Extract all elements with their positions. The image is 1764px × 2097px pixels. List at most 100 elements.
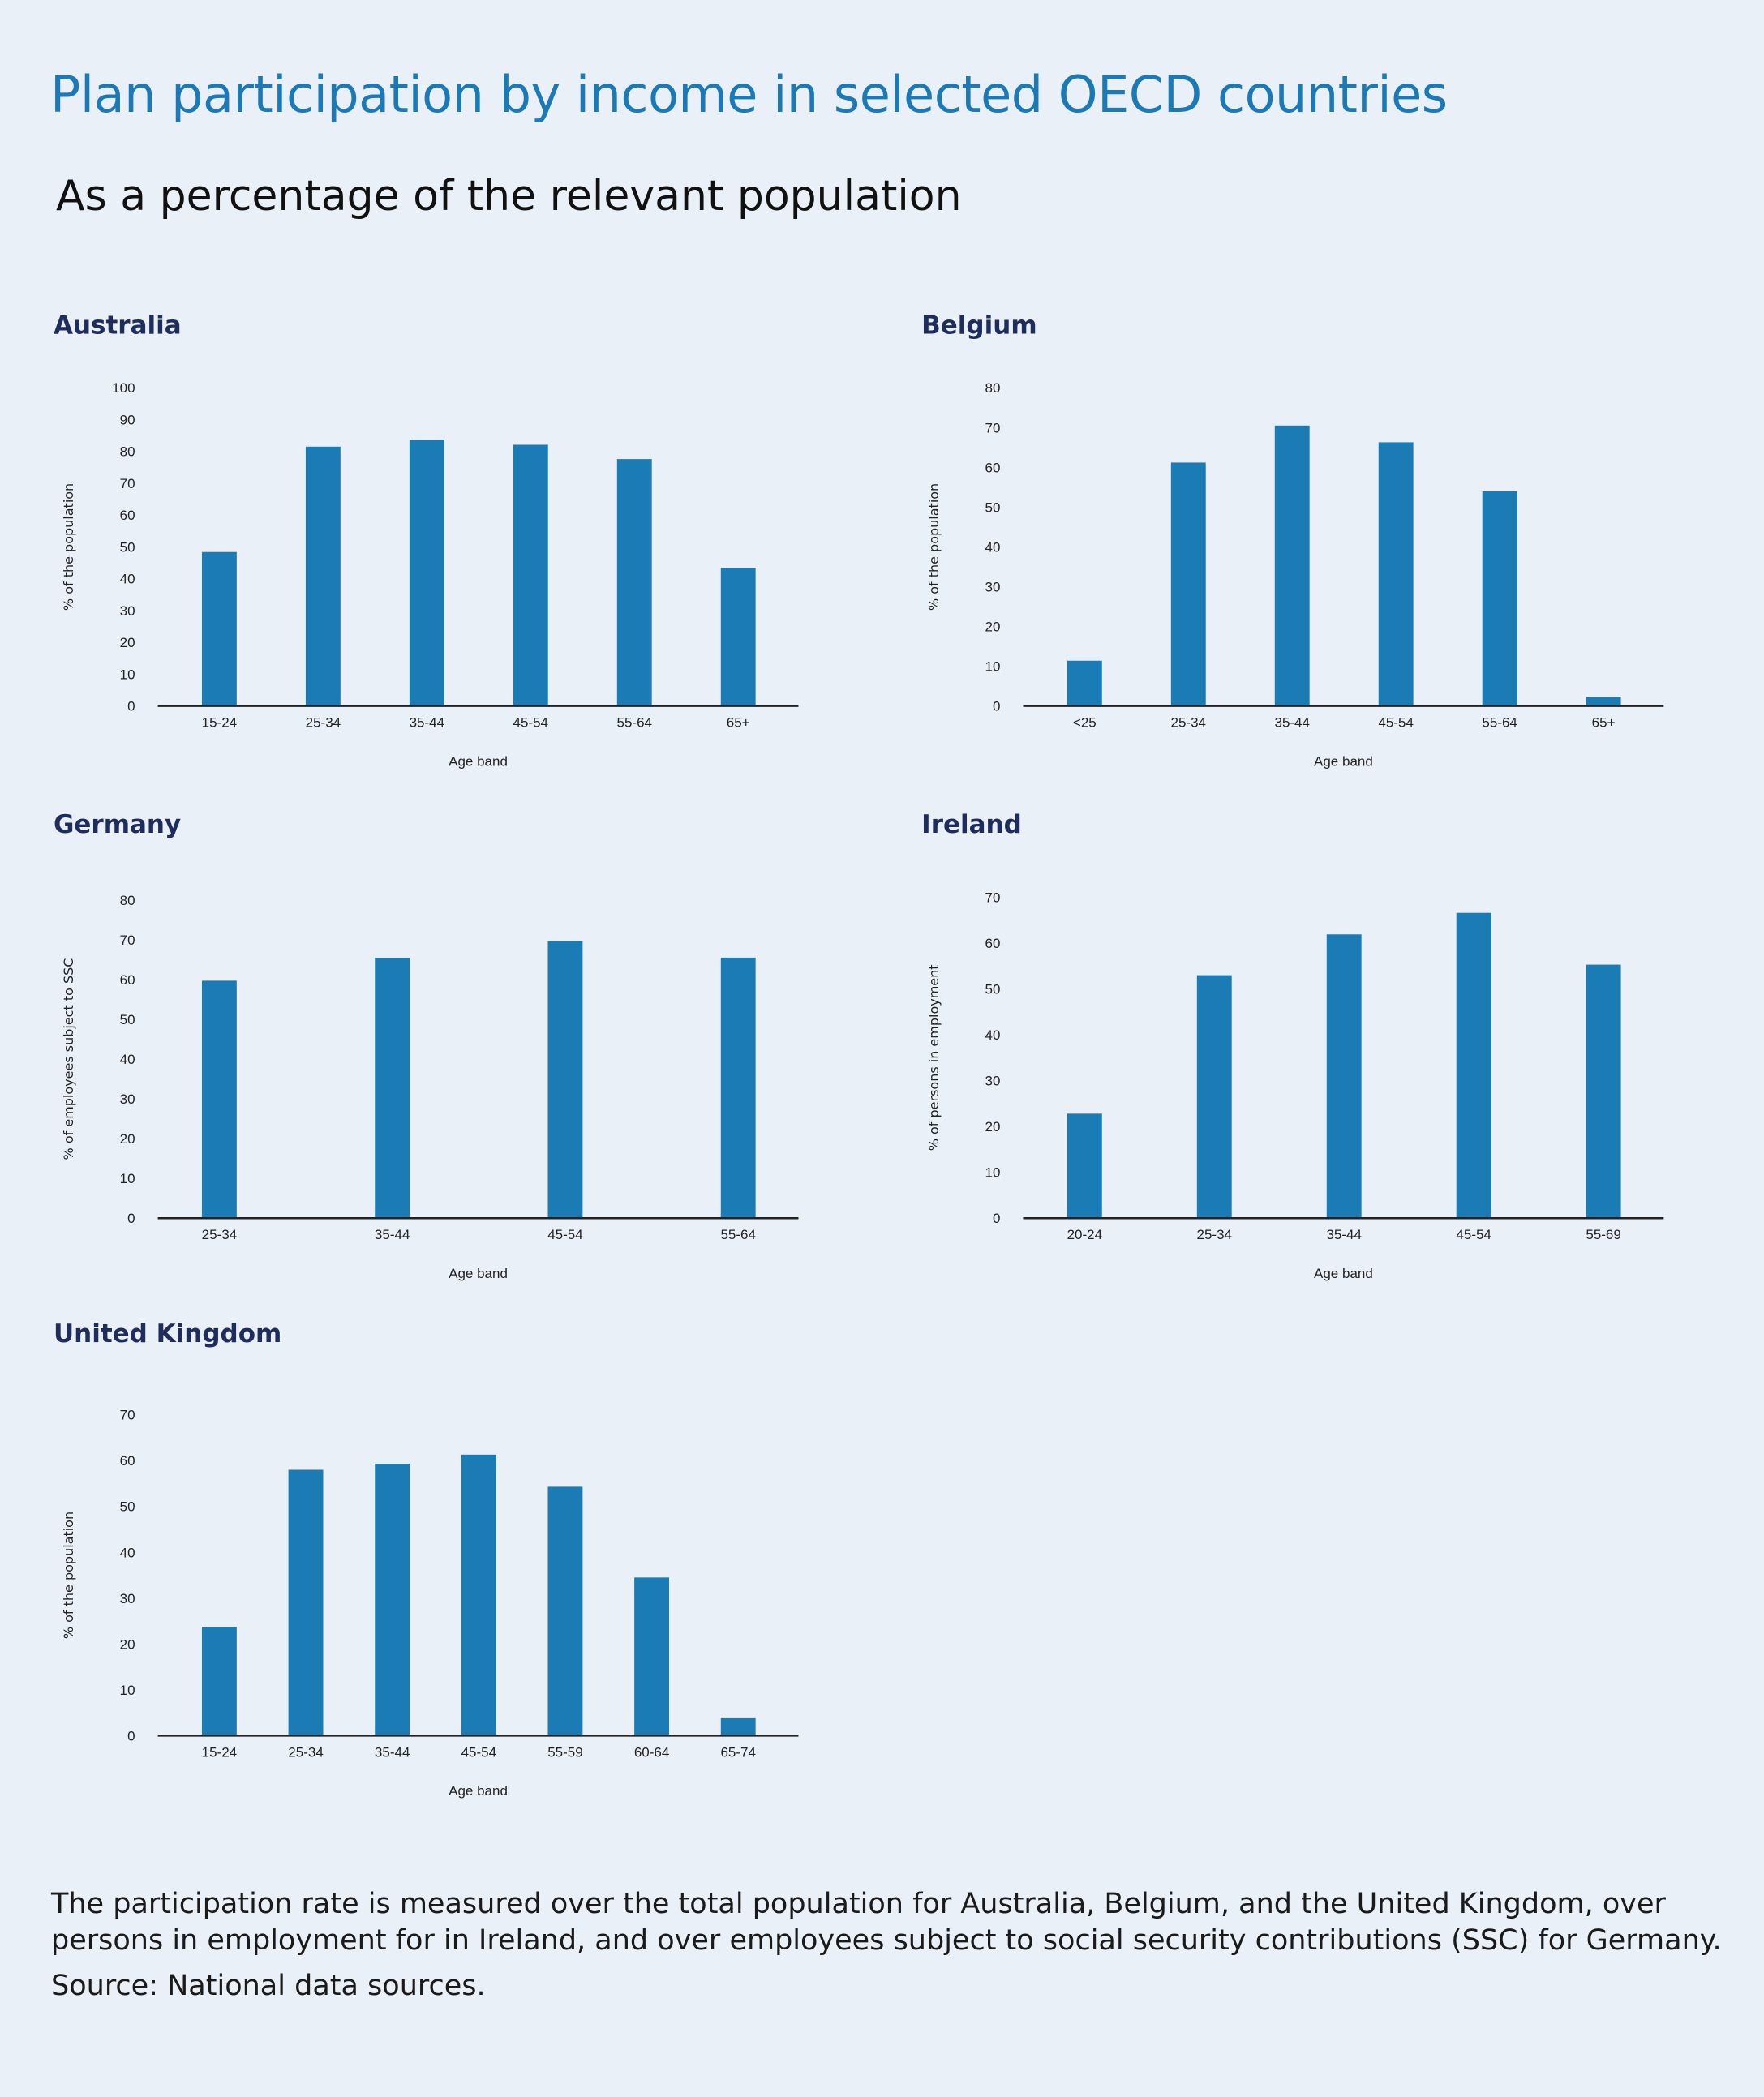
x-tick-label: <25 xyxy=(1073,715,1097,731)
bar-65+ xyxy=(1586,697,1621,706)
bar-45-54 xyxy=(513,444,548,706)
x-tick-label: 25-34 xyxy=(306,715,341,731)
bar-55-64 xyxy=(720,957,756,1219)
bar-35-44 xyxy=(409,440,444,706)
x-tick-label: 65-74 xyxy=(720,1744,755,1760)
x-axis-label: Age band xyxy=(449,753,508,769)
y-tick-label: 30 xyxy=(120,603,135,619)
chart-ireland: Ireland 0 10 20 30 40 50 60 70 % of persons in em… xyxy=(921,810,1664,1281)
y-tick-label: 70 xyxy=(985,890,1001,905)
bar-55-69 xyxy=(1586,964,1621,1219)
x-tick-label: 55-69 xyxy=(1586,1227,1620,1242)
bar-<25 xyxy=(1067,660,1102,706)
bar-55-64 xyxy=(1482,491,1517,706)
y-tick-label: 70 xyxy=(120,1408,135,1423)
x-tick-label: 45-54 xyxy=(547,1227,582,1242)
y-axis-label: % of the population xyxy=(926,483,942,611)
y-tick-label: 0 xyxy=(127,699,135,714)
x-tick-label: 15-24 xyxy=(202,715,237,731)
chart-germany: Germany 0 10 20 30 40 50 60 70 80 % of employees s… xyxy=(54,810,799,1281)
footnote: The participation rate is measured over … xyxy=(51,1888,1722,1957)
x-tick-label: 35-44 xyxy=(410,715,444,731)
x-tick-label: 65+ xyxy=(1592,715,1616,731)
x-tick-label: 35-44 xyxy=(375,1744,410,1760)
y-axis-label: % of persons in employment xyxy=(926,964,942,1151)
y-tick-label: 60 xyxy=(120,508,135,523)
y-tick-label: 10 xyxy=(120,667,135,682)
y-tick-label: 70 xyxy=(120,476,135,491)
y-tick-label: 40 xyxy=(985,1027,1001,1043)
x-tick-label: 55-64 xyxy=(1482,715,1517,731)
y-axis-label: % of the population xyxy=(61,1512,76,1639)
bar-45-54 xyxy=(461,1454,496,1736)
y-tick-label: 50 xyxy=(985,982,1001,997)
y-tick-label: 90 xyxy=(120,412,135,427)
bar-35-44 xyxy=(1326,934,1362,1219)
x-axis-label: Age band xyxy=(1314,1266,1373,1281)
x-tick-label: 55-59 xyxy=(547,1744,582,1760)
chart-title: Ireland xyxy=(921,810,1022,839)
y-tick-label: 0 xyxy=(993,699,1000,714)
y-tick-label: 10 xyxy=(120,1171,135,1186)
y-tick-label: 60 xyxy=(985,936,1001,951)
bar-60-64 xyxy=(634,1577,670,1736)
bar-55-59 xyxy=(547,1486,583,1736)
x-tick-label: 25-34 xyxy=(1197,1227,1232,1242)
y-tick-label: 50 xyxy=(120,1499,135,1515)
y-tick-label: 20 xyxy=(120,1636,135,1652)
bar-25-34 xyxy=(1170,462,1206,706)
chart-united-kingdom: United Kingdom 0 10 20 30 40 50 60 70 % of the po… xyxy=(54,1319,799,1799)
bar-65-74 xyxy=(720,1717,756,1736)
x-tick-label: 35-44 xyxy=(1326,1227,1361,1242)
bar-55-64 xyxy=(616,459,652,706)
y-tick-label: 30 xyxy=(985,579,1001,594)
y-tick-label: 60 xyxy=(120,1453,135,1469)
bar-35-44 xyxy=(375,1464,410,1736)
y-tick-label: 60 xyxy=(120,972,135,988)
y-axis-label: % of employees subject to SSC xyxy=(61,958,76,1160)
x-tick-label: 65+ xyxy=(727,715,750,731)
y-tick-label: 40 xyxy=(120,1545,135,1560)
bar-65+ xyxy=(720,568,756,706)
bar-20-24 xyxy=(1067,1113,1102,1219)
y-tick-label: 0 xyxy=(993,1211,1000,1226)
y-tick-label: 70 xyxy=(985,420,1001,435)
y-tick-label: 10 xyxy=(985,659,1001,675)
bar-25-34 xyxy=(1196,975,1232,1219)
x-tick-label: 60-64 xyxy=(634,1744,669,1760)
x-axis-label: Age band xyxy=(449,1783,508,1799)
y-tick-label: 10 xyxy=(985,1165,1001,1181)
y-axis-label: % of the population xyxy=(61,483,76,611)
page-subtitle: As a percentage of the relevant populati… xyxy=(56,172,962,221)
x-tick-label: 35-44 xyxy=(1274,715,1309,731)
chart-title: Germany xyxy=(54,810,181,839)
x-tick-label: 45-54 xyxy=(1378,715,1413,731)
y-tick-label: 60 xyxy=(985,460,1001,475)
y-tick-label: 50 xyxy=(120,1012,135,1027)
y-tick-label: 20 xyxy=(985,1119,1001,1134)
y-tick-label: 80 xyxy=(120,893,135,908)
y-tick-label: 80 xyxy=(985,380,1001,396)
bar-25-34 xyxy=(288,1469,324,1736)
source-note: Source: National data sources. xyxy=(51,1970,486,2002)
chart-belgium: Belgium 0 10 20 30 40 50 60 70 80 % of the populat… xyxy=(921,311,1664,769)
x-tick-label: 25-34 xyxy=(1171,715,1206,731)
bar-45-54 xyxy=(1378,442,1414,706)
bar-45-54 xyxy=(1456,912,1491,1219)
y-tick-label: 30 xyxy=(120,1091,135,1107)
bar-25-34 xyxy=(201,980,237,1219)
y-tick-label: 30 xyxy=(985,1074,1001,1089)
x-tick-label: 25-34 xyxy=(288,1744,323,1760)
x-axis-label: Age band xyxy=(449,1266,508,1281)
bar-35-44 xyxy=(1274,425,1310,706)
x-tick-label: 55-64 xyxy=(617,715,652,731)
y-tick-label: 20 xyxy=(985,620,1001,635)
y-tick-label: 50 xyxy=(120,539,135,555)
y-tick-label: 0 xyxy=(127,1211,135,1226)
y-tick-label: 100 xyxy=(112,380,135,396)
x-axis-label: Age band xyxy=(1314,753,1373,769)
x-tick-label: 45-54 xyxy=(1456,1227,1491,1242)
y-tick-label: 20 xyxy=(120,1131,135,1147)
bar-15-24 xyxy=(201,1627,237,1736)
